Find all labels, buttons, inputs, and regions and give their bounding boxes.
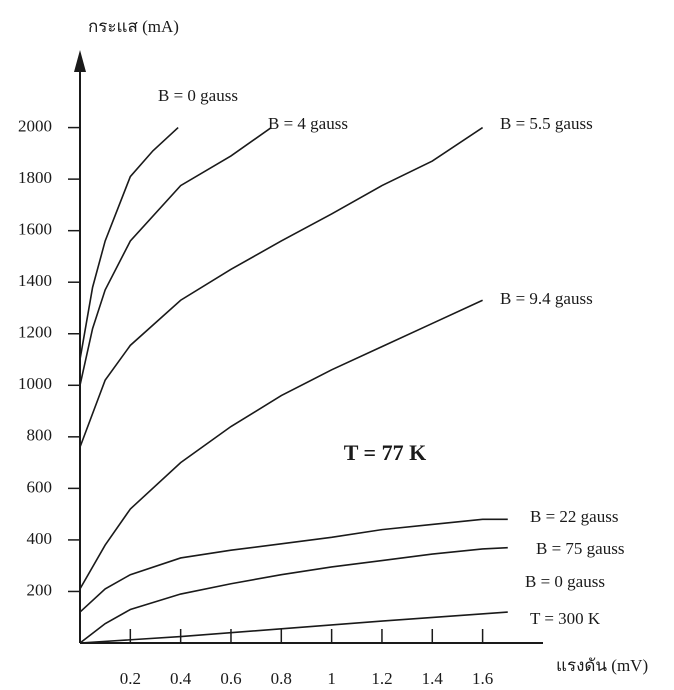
y-tick-label: 1000 bbox=[18, 374, 52, 393]
line-series bbox=[80, 612, 508, 643]
y-tick-label: 1400 bbox=[18, 271, 52, 290]
x-tick-label: 0.8 bbox=[271, 669, 292, 688]
series-label: B = 4 gauss bbox=[268, 114, 348, 133]
x-tick-label: 0.4 bbox=[170, 669, 192, 688]
y-tick-label: 1200 bbox=[18, 323, 52, 342]
x-tick-label: 1.4 bbox=[422, 669, 444, 688]
y-tick-label: 400 bbox=[27, 529, 53, 548]
series-label: B = 22 gauss bbox=[530, 507, 618, 526]
annotation: T = 77 K bbox=[344, 440, 426, 465]
series-label: B = 5.5 gauss bbox=[500, 114, 593, 133]
x-tick-label: 0.2 bbox=[120, 669, 141, 688]
x-axis-label: แรงดัน (mV) bbox=[556, 656, 648, 675]
series-label: B = 0 gauss bbox=[525, 572, 605, 591]
x-tick-label: 1.2 bbox=[371, 669, 392, 688]
y-tick-label: 1800 bbox=[18, 168, 52, 187]
series-label: B = 9.4 gauss bbox=[500, 289, 593, 308]
y-tick-label: 600 bbox=[27, 477, 53, 496]
series-label: T = 300 K bbox=[530, 609, 601, 628]
line-series bbox=[80, 519, 508, 612]
y-axis-label: กระแส (mA) bbox=[88, 17, 179, 36]
x-tick-label: 0.6 bbox=[220, 669, 241, 688]
y-tick-label: 800 bbox=[27, 426, 53, 445]
y-tick-label: 2000 bbox=[18, 116, 52, 135]
y-tick-label: 1600 bbox=[18, 220, 52, 239]
chart: กระแส (mA) แรงดัน (mV) T = 77 K 200 400 60… bbox=[0, 0, 674, 690]
series-label: B = 75 gauss bbox=[536, 539, 624, 558]
line-series bbox=[80, 128, 483, 448]
x-tick-label: 1 bbox=[327, 669, 336, 688]
series-label: B = 0 gauss bbox=[158, 86, 238, 105]
line-series bbox=[80, 548, 508, 643]
x-tick-label: 1.6 bbox=[472, 669, 493, 688]
y-tick-label: 200 bbox=[27, 580, 53, 599]
line-series bbox=[80, 128, 271, 386]
